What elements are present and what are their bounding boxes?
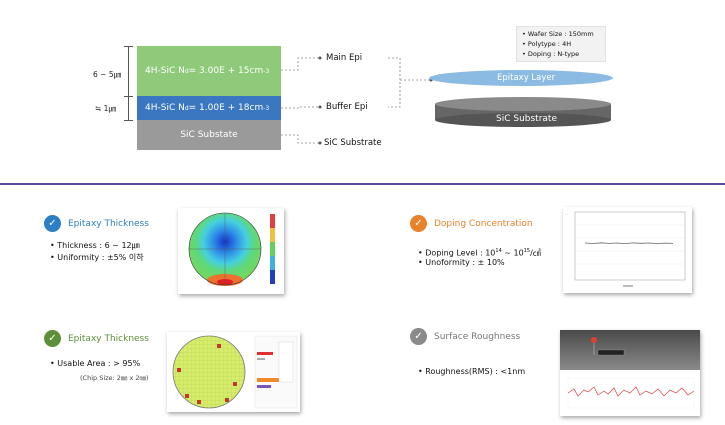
bullet-uniformity: • Uniformity : ±5% 이하 [50, 253, 144, 262]
feature-title-roughness: Surface Roughness [434, 332, 521, 342]
thickness-map-image [178, 208, 284, 294]
label-buffer-epi: Buffer Epi [326, 102, 368, 112]
dim-main-label: 6 ~ 5㎛ [93, 70, 122, 79]
bullet-thickness: • Thickness : 6 ~ 12㎛ [50, 241, 140, 250]
substrate-layer: SiC Substate [137, 120, 281, 150]
check-icon: ✓ [44, 330, 61, 347]
dim-buffer-label: ≒ 1㎛ [95, 104, 116, 113]
roughness-image [560, 330, 700, 416]
label-main-epi: Main Epi [326, 53, 363, 63]
disk-substrate-label: SiC Substrate [496, 114, 557, 124]
svg-text:—: — [565, 212, 568, 216]
spec-box: • Wafer Size : 150mm • Polytype : 4H • D… [516, 26, 606, 62]
check-icon: ✓ [410, 215, 427, 232]
wafer-disk [429, 70, 613, 127]
feature-title-doping: Doping Concentration [434, 219, 533, 229]
wafer-map-image [167, 332, 300, 412]
doping-chart-image: — [563, 207, 692, 293]
section-divider [0, 183, 725, 185]
bullet-usable-area: • Usable Area : > 95% [50, 359, 141, 368]
bullet-doping-level: • Doping Level : 1014 ~ 1015/㎤ [418, 248, 541, 258]
label-sic-substrate: SiC Substrate [324, 138, 382, 148]
chip-size-note: (Chip Size: 2㎜ x 2㎜) [80, 374, 149, 382]
bullet-roughness: • Roughness(RMS) : <1nm [418, 367, 526, 376]
dimension-line [128, 46, 129, 120]
feature-title-thickness: Epitaxy Thickness [68, 219, 149, 229]
feature-title-usable-area: Epitaxy Thickness [68, 334, 149, 344]
check-icon: ✓ [410, 328, 427, 345]
disk-epi-label: Epitaxy Layer [497, 73, 556, 83]
check-icon: ✓ [44, 215, 61, 232]
bullet-doping-uniformity: • Unoformity : ± 10% [418, 258, 505, 267]
